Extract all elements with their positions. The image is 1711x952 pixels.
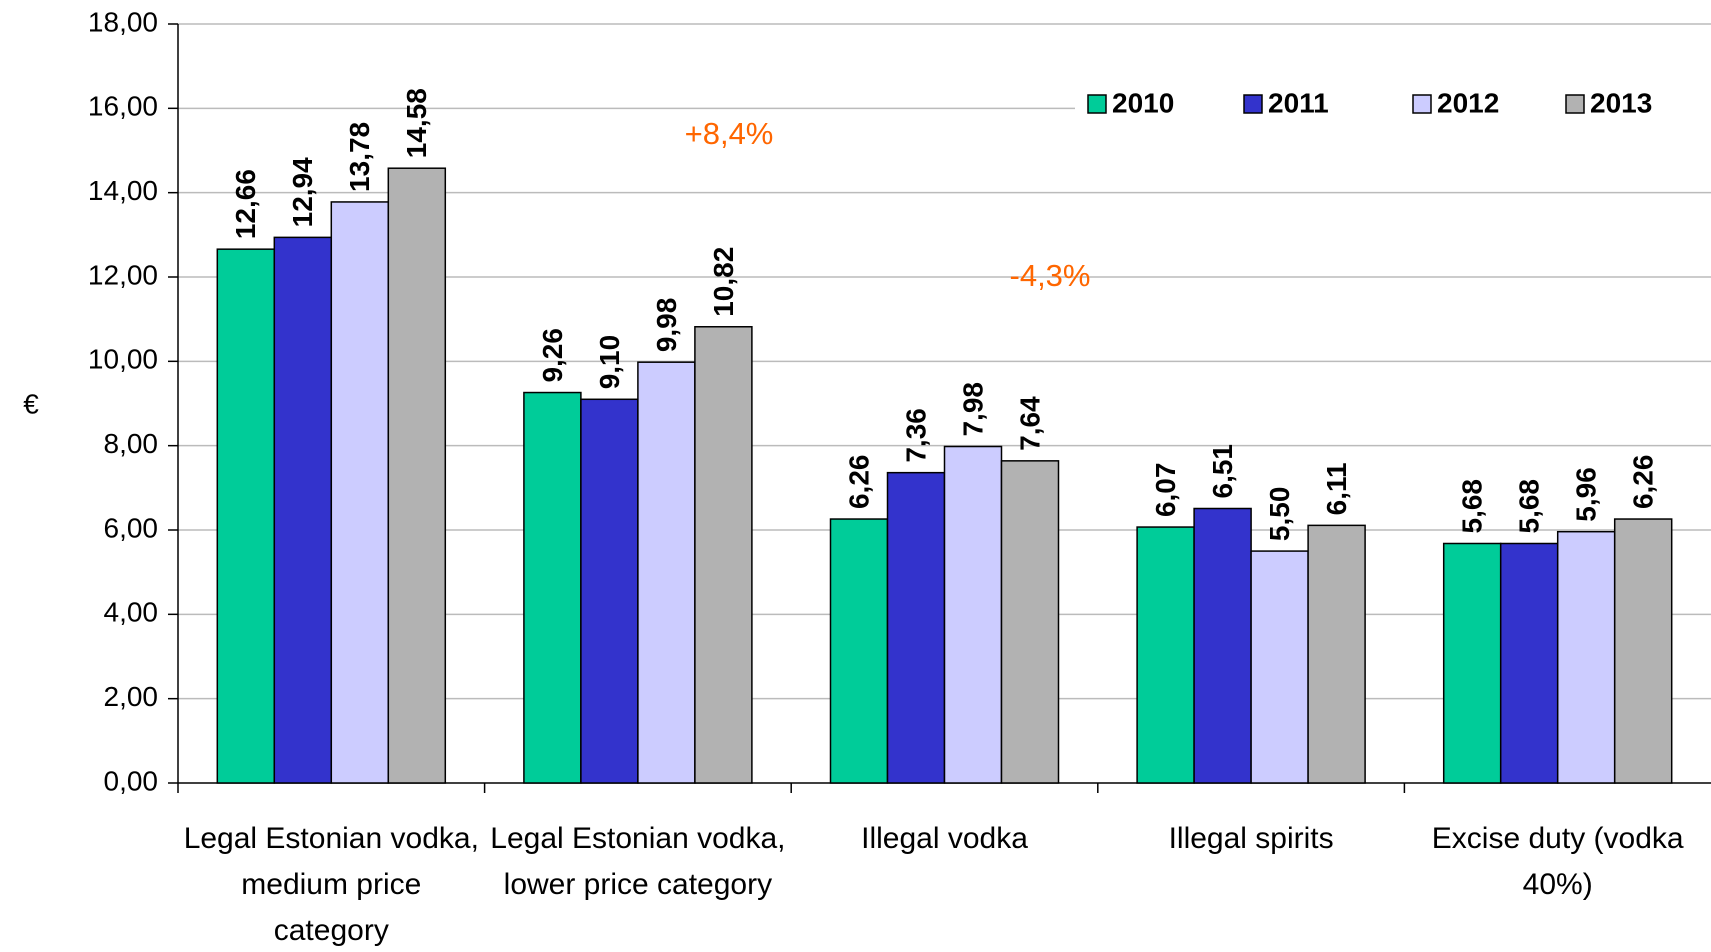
y-tick-label: 4,00 <box>104 597 159 628</box>
data-label: 5,68 <box>1457 479 1488 534</box>
bar <box>216 248 276 784</box>
data-label: 13,78 <box>344 122 375 192</box>
y-tick-label: 12,00 <box>88 259 158 290</box>
legend-label: 2011 <box>1268 87 1329 118</box>
data-label: 6,51 <box>1207 444 1238 499</box>
data-label: 10,82 <box>708 247 739 317</box>
y-axis-label: € <box>23 388 39 419</box>
bar <box>829 518 889 784</box>
data-label: 5,96 <box>1571 467 1602 522</box>
bar <box>1613 518 1673 784</box>
bar <box>1307 524 1366 784</box>
bar <box>1442 542 1502 784</box>
legend-swatch <box>1243 94 1263 114</box>
y-tick-label: 6,00 <box>104 512 159 543</box>
x-tick-label: Illegal spirits <box>1168 822 1334 855</box>
legend-swatch <box>1565 94 1585 114</box>
data-label: 6,26 <box>1628 455 1659 510</box>
legend-swatch <box>1087 94 1107 114</box>
y-tick-label: 8,00 <box>104 428 159 459</box>
data-label: 9,10 <box>594 335 625 390</box>
bar <box>273 236 333 784</box>
x-tick-label: Illegal vodka <box>861 822 1028 855</box>
legend-label: 2010 <box>1112 87 1174 118</box>
y-tick-label: 0,00 <box>104 765 159 796</box>
data-label: 7,64 <box>1014 396 1045 451</box>
bar <box>1193 507 1252 784</box>
data-label: 9,26 <box>537 328 568 383</box>
legend-label: 2013 <box>1590 87 1652 118</box>
bar <box>523 391 582 784</box>
data-label: 7,36 <box>900 408 931 463</box>
data-label: 5,50 <box>1264 487 1295 542</box>
x-tick-label: Legal Estonian vodka, lower price catego… <box>490 822 786 901</box>
x-tick-label: Legal Estonian vodka, medium price categ… <box>183 822 479 947</box>
data-label: 5,68 <box>1514 479 1545 534</box>
x-tick-label: Excise duty (vodka 40%) <box>1431 822 1684 901</box>
data-label: 9,98 <box>651 298 682 353</box>
bar <box>637 361 696 784</box>
data-label: 6,11 <box>1321 462 1352 515</box>
bar <box>943 445 1003 784</box>
bar <box>580 398 639 784</box>
legend-label: 2012 <box>1437 87 1499 118</box>
bar <box>1000 460 1060 784</box>
bar <box>1136 526 1195 784</box>
bar <box>886 471 946 784</box>
bar <box>1250 550 1309 784</box>
data-label: 14,58 <box>401 88 432 158</box>
y-tick-label: 10,00 <box>88 344 158 375</box>
data-label: 6,26 <box>843 455 874 510</box>
legend-box <box>1075 80 1711 128</box>
y-tick-label: 18,00 <box>88 6 158 37</box>
legend-swatch <box>1412 94 1432 114</box>
data-label: 7,98 <box>957 382 988 437</box>
bar <box>1556 530 1616 784</box>
data-label: 6,07 <box>1150 463 1181 518</box>
y-tick-label: 16,00 <box>88 91 158 122</box>
annotation: -4,3% <box>1010 258 1091 293</box>
data-label: 12,66 <box>230 169 261 239</box>
bar <box>1499 542 1559 784</box>
y-tick-label: 14,00 <box>88 175 158 206</box>
y-tick-label: 2,00 <box>104 681 159 712</box>
bar <box>330 201 390 784</box>
annotation: +8,4% <box>685 116 774 151</box>
bar <box>387 167 447 784</box>
bar <box>694 326 753 784</box>
data-label: 12,94 <box>287 157 318 227</box>
